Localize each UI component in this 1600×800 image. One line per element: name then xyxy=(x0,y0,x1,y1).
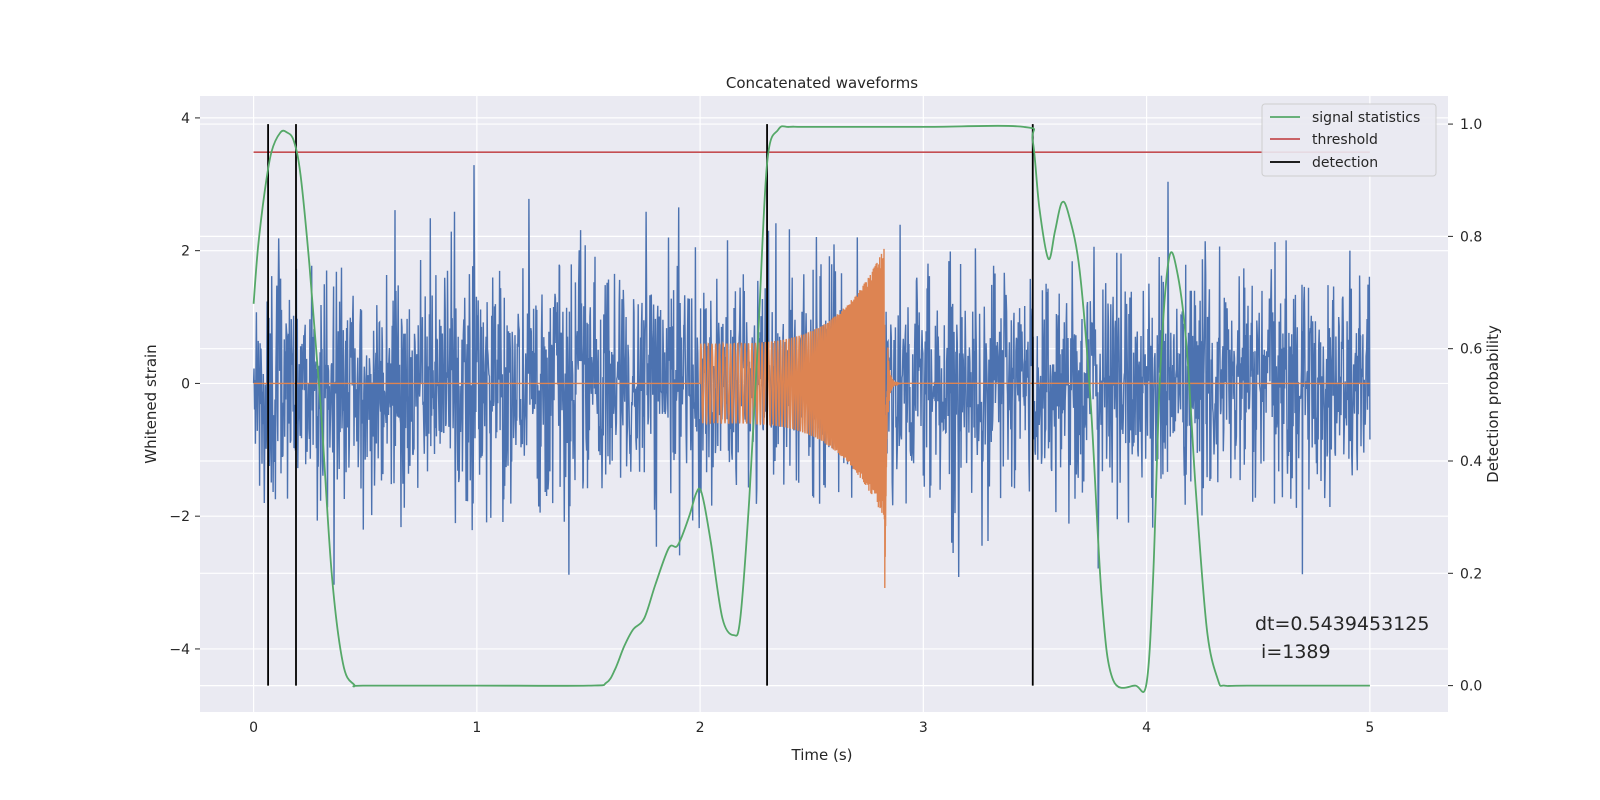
y-axis-label: Whitened strain xyxy=(142,344,160,463)
legend-label-detection: detection xyxy=(1312,155,1378,171)
y-tick-labels: −4 −2 0 2 4 xyxy=(169,111,200,658)
y-tick-label: 0 xyxy=(181,376,190,392)
legend-label-signal-statistics: signal statistics xyxy=(1312,110,1420,126)
y-tick-label: 2 xyxy=(181,244,190,260)
x-tick-labels: 0 1 2 3 4 5 xyxy=(249,720,1374,736)
x-tick-label: 1 xyxy=(472,720,481,736)
y-tick-label: −2 xyxy=(169,509,190,525)
y-tick-label-right: 0.8 xyxy=(1460,229,1482,245)
y-tick-label: 4 xyxy=(181,111,190,127)
y-axis-label-right: Detection probability xyxy=(1484,325,1502,483)
signal-statistics-line xyxy=(252,124,1370,693)
chart-title: Concatenated waveforms xyxy=(726,74,918,92)
legend: signal statistics threshold detection xyxy=(1261,103,1437,177)
y-tick-label-right: 1.0 xyxy=(1460,117,1482,133)
detection-lines xyxy=(267,124,1034,686)
y-tick-label-right: 0.2 xyxy=(1460,566,1482,582)
x-tick-label: 3 xyxy=(919,720,928,736)
annotation-index: i=1389 xyxy=(1255,641,1331,663)
y-tick-label-right: 0.4 xyxy=(1460,454,1482,470)
legend-label-threshold: threshold xyxy=(1312,132,1378,148)
x-tick-label: 5 xyxy=(1365,720,1374,736)
y-tick-label: −4 xyxy=(169,642,190,658)
y-tick-label-right: 0.6 xyxy=(1460,342,1482,358)
x-axis-label: Time (s) xyxy=(791,746,853,764)
x-tick-label: 0 xyxy=(249,720,258,736)
annotation-dt: dt=0.5439453125 xyxy=(1255,613,1429,635)
y-tick-label-right: 0.0 xyxy=(1460,679,1482,695)
legend-box xyxy=(1261,103,1437,177)
injection-series xyxy=(253,248,1370,589)
x-tick-label: 4 xyxy=(1142,720,1151,736)
x-tick-label: 2 xyxy=(696,720,705,736)
y-tick-labels-right: 0.0 0.2 0.4 0.6 0.8 1.0 xyxy=(1448,117,1482,695)
